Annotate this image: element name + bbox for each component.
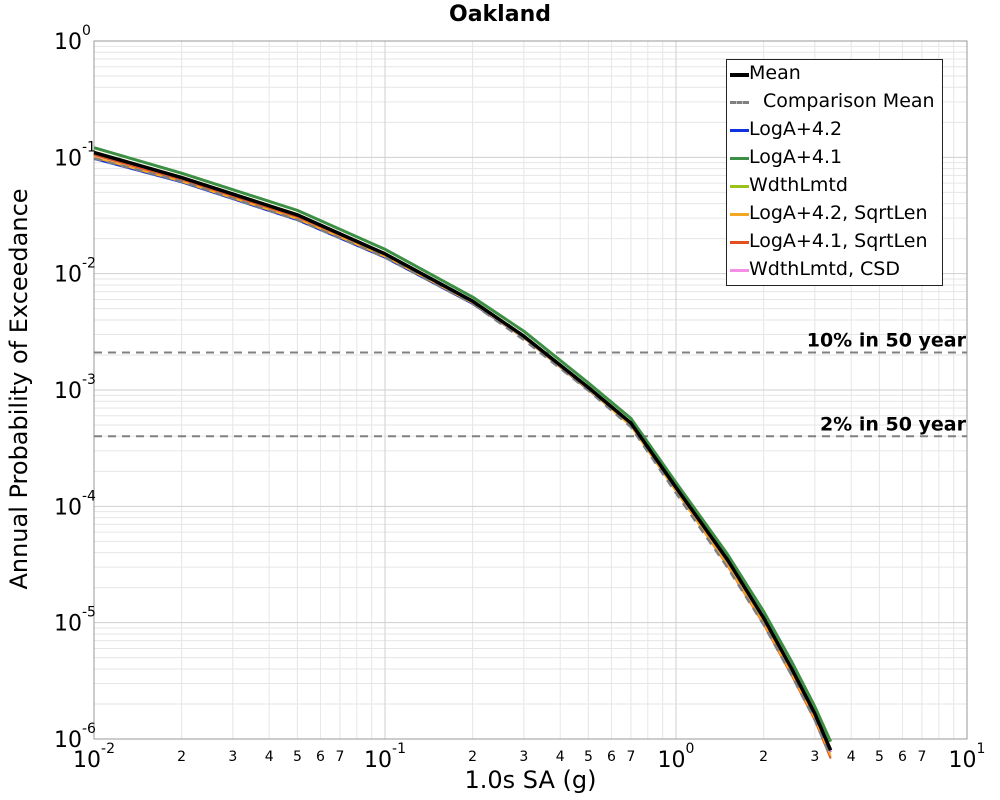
y-axis-ticks: 100 10-1 10-2 10-3 10-4 10-5 10-6 — [54, 23, 96, 753]
legend-swatch — [730, 213, 749, 216]
legend-swatch — [730, 157, 749, 160]
x-minor-tick-label: 2 — [177, 749, 186, 765]
legend-item: WdthLmtd, CSD — [727, 256, 942, 284]
legend-label: LogA+4.2, SqrtLen — [749, 202, 928, 224]
y-major-tick-label: 10-2 — [54, 256, 96, 288]
legend-swatch — [730, 101, 749, 104]
series-line-loga-4-1 — [93, 146, 833, 743]
legend-label: LogA+4.2 — [749, 118, 843, 140]
series-line-loga-4-2 — [93, 157, 832, 753]
x-minor-tick-label: 3 — [228, 749, 237, 765]
legend-label: WdthLmtd — [749, 174, 848, 196]
series-line-loga-4-2-sqrtlen — [93, 156, 832, 756]
y-major-tick-label: 10-5 — [54, 605, 96, 637]
legend-label: Mean — [749, 62, 801, 84]
x-major-tick-label: 101 — [949, 741, 986, 773]
legend-item: LogA+4.2 — [727, 116, 942, 144]
legend-swatch — [730, 241, 749, 244]
y-major-tick-label: 10-6 — [54, 721, 96, 753]
legend-item: LogA+4.1 — [727, 144, 942, 172]
legend-label: LogA+4.1, SqrtLen — [749, 230, 928, 252]
x-minor-tick-label: 4 — [265, 749, 274, 765]
x-minor-tick-label: 5 — [293, 749, 302, 765]
chart-title: Oakland — [449, 2, 551, 27]
reference-lines: 10% in 50 year 2% in 50 year — [94, 330, 967, 438]
x-minor-tick-label: 4 — [847, 749, 856, 765]
x-minor-tick-label: 2 — [468, 749, 477, 765]
legend: Mean Comparison Mean LogA+4.2 LogA+4.1 WdthL… — [726, 59, 943, 286]
reference-line-label: 2% in 50 year — [820, 413, 967, 435]
legend-item: Mean — [727, 60, 942, 88]
x-minor-tick-label: 7 — [626, 749, 635, 765]
legend-swatch — [730, 129, 749, 132]
y-major-tick-label: 100 — [54, 23, 91, 55]
x-major-tick-label: 10-1 — [364, 741, 406, 773]
legend-label: Comparison Mean — [763, 90, 935, 112]
x-minor-tick-label: 6 — [898, 749, 907, 765]
legend-item: LogA+4.2, SqrtLen — [727, 200, 942, 228]
legend-item: LogA+4.1, SqrtLen — [727, 228, 942, 256]
x-axis-label: 1.0s SA (g) — [464, 766, 597, 794]
legend-swatch — [730, 269, 749, 272]
reference-line-label: 10% in 50 year — [807, 330, 967, 352]
plot-area-frame — [93, 40, 968, 740]
series-line-loga-4-1-sqrtlen — [93, 153, 832, 759]
legend-item: Comparison Mean — [727, 88, 942, 116]
x-minor-tick-label: 2 — [759, 749, 768, 765]
y-major-tick-label: 10-3 — [54, 372, 96, 404]
x-minor-tick-label: 5 — [875, 749, 884, 765]
series-line-mean — [93, 150, 833, 751]
y-major-tick-label: 10-4 — [54, 488, 96, 520]
legend-swatch — [730, 73, 749, 77]
series-line-wdthlmtd — [93, 150, 832, 750]
x-major-tick-label: 100 — [658, 741, 695, 773]
series-lines — [93, 146, 833, 759]
x-minor-tick-label: 4 — [556, 749, 565, 765]
series-line-comparison-mean — [93, 157, 832, 758]
x-minor-tick-label: 3 — [519, 749, 528, 765]
x-minor-tick-label: 7 — [917, 749, 926, 765]
x-minor-tick-label: 3 — [810, 749, 819, 765]
x-minor-tick-label: 7 — [335, 749, 344, 765]
legend-swatch — [730, 185, 749, 188]
series-line-wdthlmtd-csd — [93, 152, 832, 752]
y-axis-label: Annual Probability of Exceedance — [5, 188, 33, 590]
x-minor-tick-label: 5 — [584, 749, 593, 765]
legend-label: WdthLmtd, CSD — [749, 258, 900, 280]
x-minor-tick-label: 6 — [607, 749, 616, 765]
y-major-tick-label: 10-1 — [54, 139, 96, 171]
x-major-tick-label: 10-2 — [73, 741, 115, 773]
x-minor-tick-label: 6 — [316, 749, 325, 765]
legend-item: WdthLmtd — [727, 172, 942, 200]
legend-label: LogA+4.1 — [749, 146, 843, 168]
